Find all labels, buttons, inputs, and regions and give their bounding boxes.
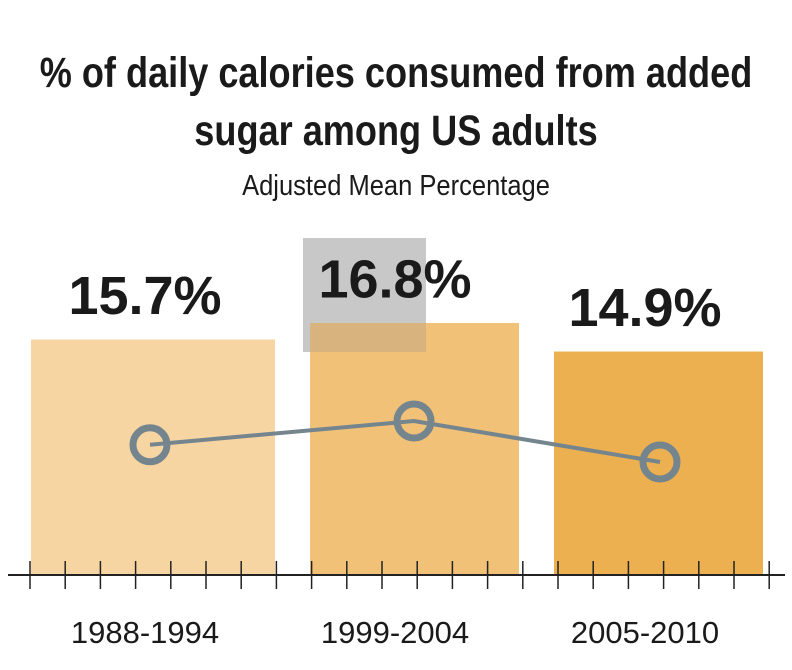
value-label: 15.7% <box>68 266 221 326</box>
x-tick-label: 1988-1994 <box>71 615 219 650</box>
value-label: 16.8% <box>318 249 471 309</box>
chart-subtitle: Adjusted Mean Percentage <box>242 170 550 202</box>
trend-line <box>149 418 661 464</box>
x-tick-label: 1999-2004 <box>321 615 469 650</box>
highlight-overlay <box>303 238 426 352</box>
trend-point <box>393 400 435 442</box>
bar <box>31 339 275 575</box>
bar <box>310 323 519 575</box>
trend-point <box>129 424 171 466</box>
value-label: 14.9% <box>568 278 721 338</box>
chart-title: % of daily calories consumed from added … <box>39 49 753 155</box>
x-tick-label: 2005-2010 <box>571 615 719 650</box>
trend-point <box>639 441 681 483</box>
